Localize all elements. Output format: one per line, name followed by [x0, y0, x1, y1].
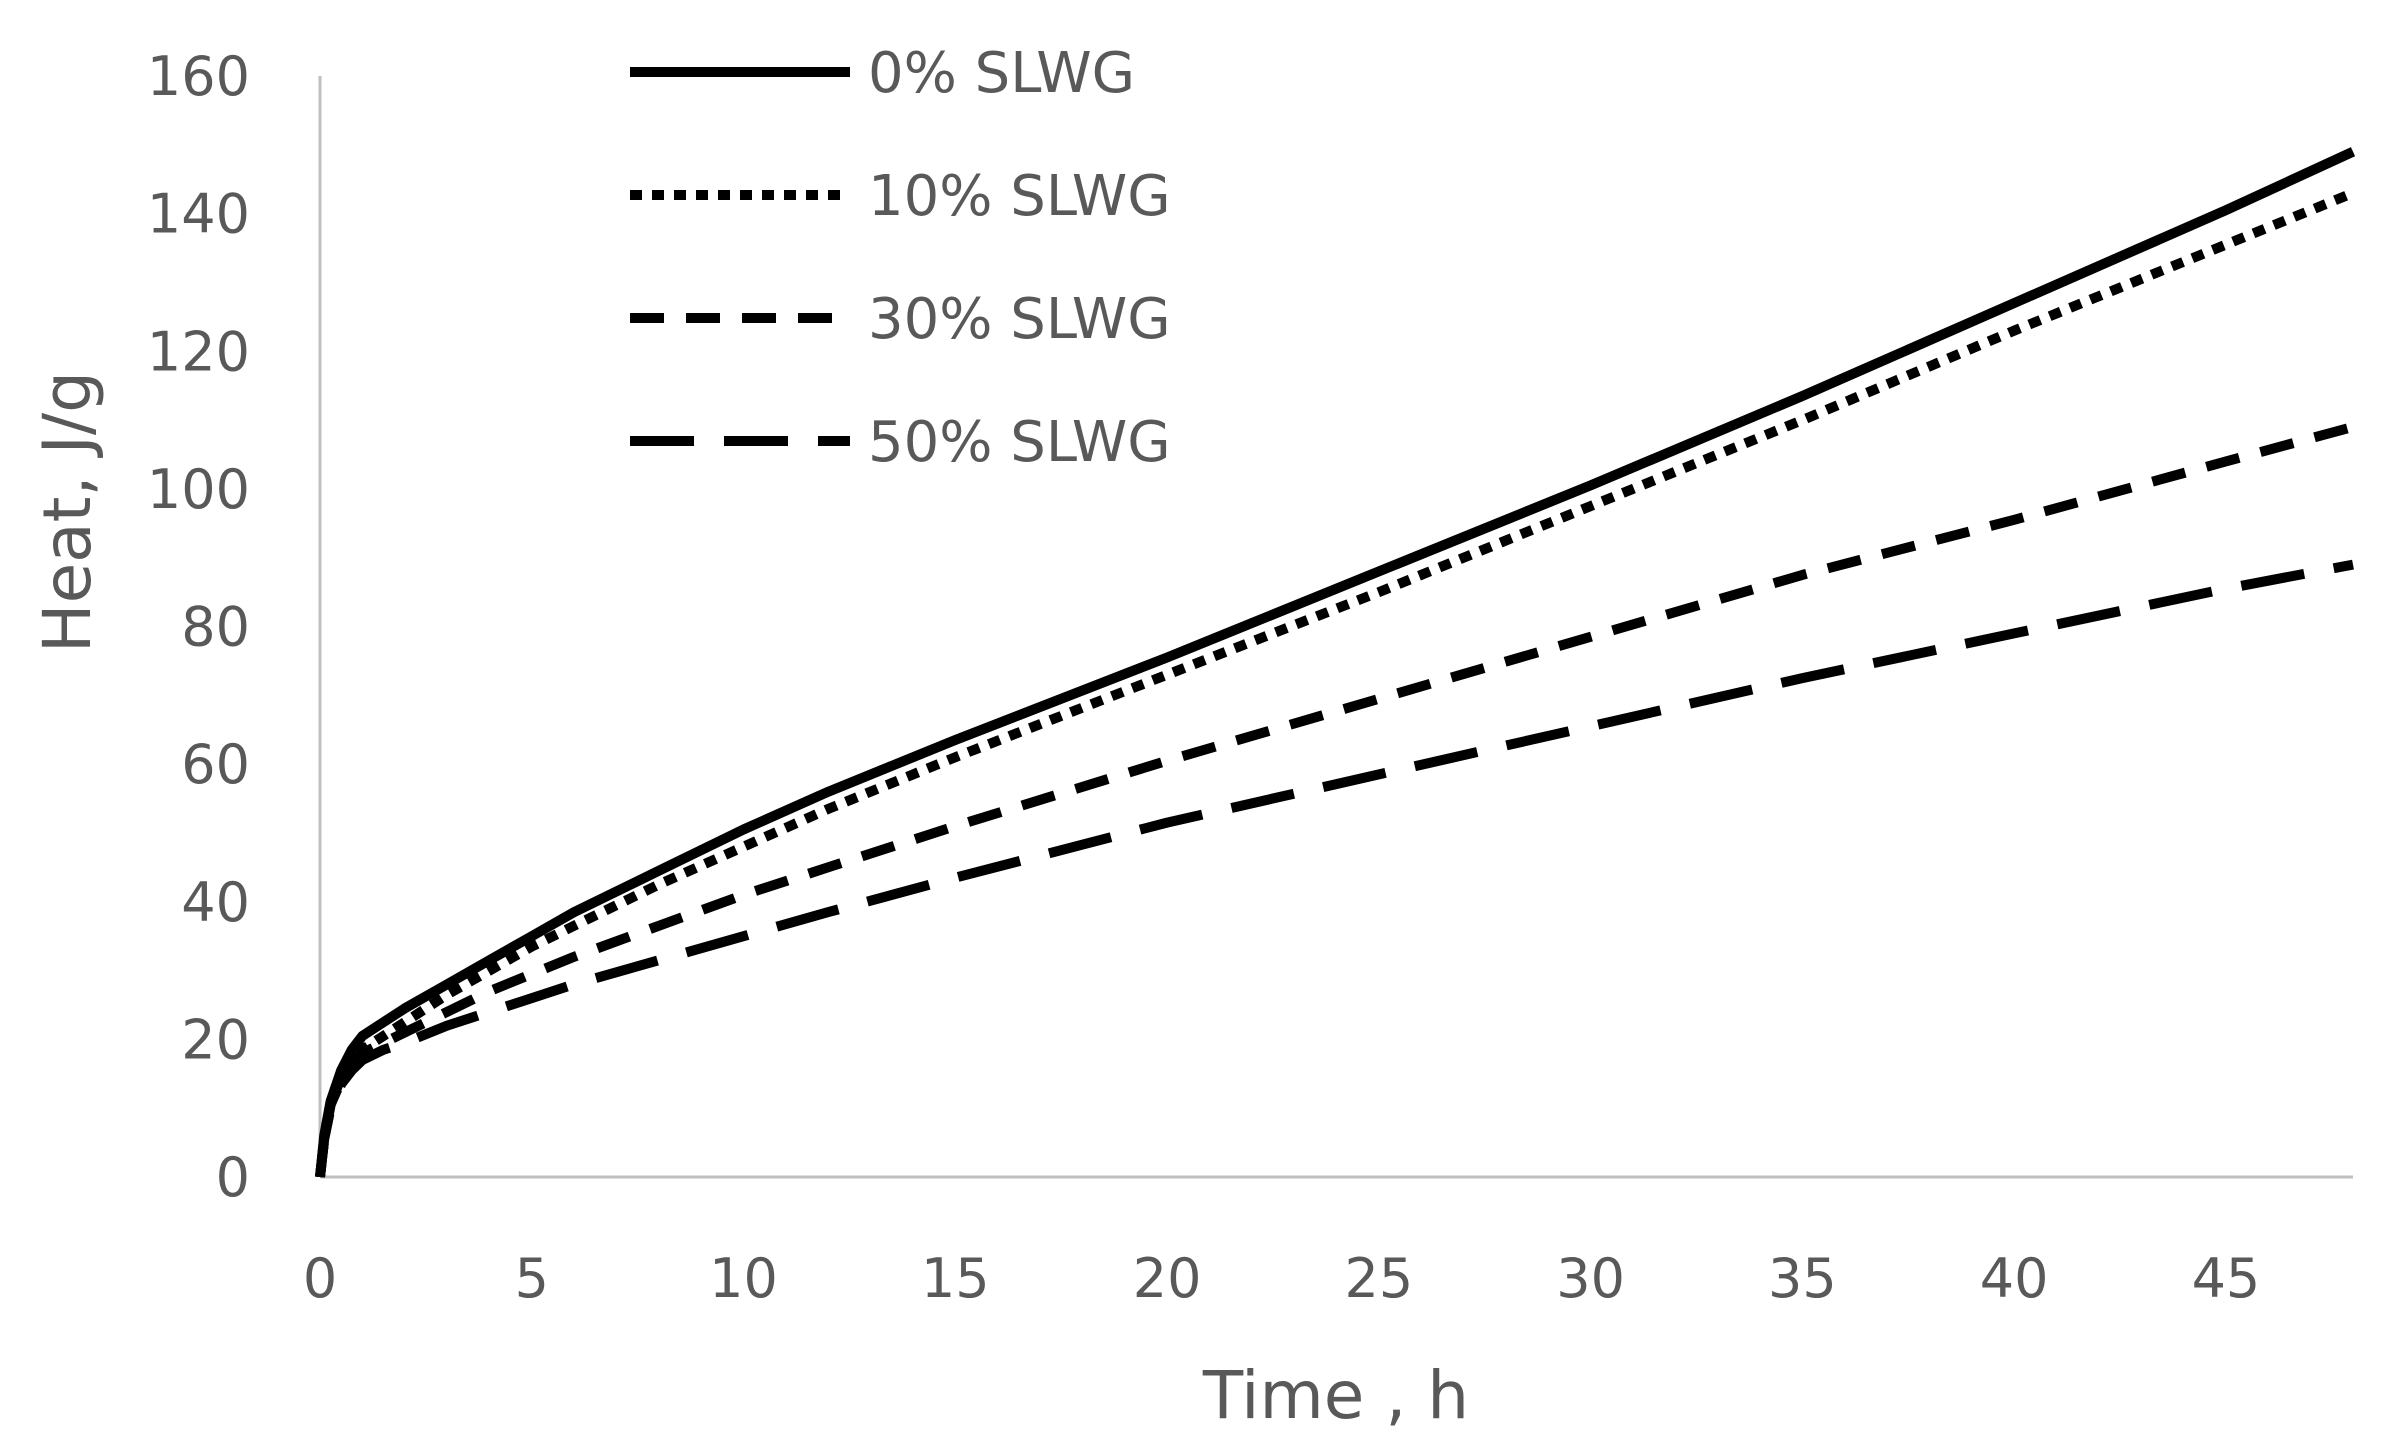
y-tick-label: 120	[147, 320, 250, 383]
legend-label: 0% SLWG	[868, 41, 1135, 106]
y-tick-label: 60	[181, 733, 250, 796]
legend-label: 30% SLWG	[868, 287, 1171, 352]
x-tick-label: 35	[1768, 1247, 1837, 1310]
axes	[318, 76, 2353, 1179]
y-tick-label: 100	[147, 458, 250, 521]
legend: 0% SLWG 10% SLWG 30% SLWG 50% SLWG	[630, 41, 1171, 475]
y-tick-label: 160	[147, 45, 250, 108]
series-line-30-slwg	[315, 422, 2355, 1178]
y-tick-label: 0	[216, 1146, 250, 1209]
series-line-50-slwg	[315, 559, 2354, 1178]
x-tick-labels: 0 5 10 15 20 25 30 35 40 45	[303, 1247, 2260, 1310]
legend-label: 50% SLWG	[868, 410, 1171, 475]
y-tick-label: 20	[181, 1008, 250, 1071]
x-tick-label: 0	[303, 1247, 337, 1310]
y-tick-labels: 0 20 40 60 80 100 120 140 160	[147, 45, 250, 1209]
legend-label: 10% SLWG	[868, 164, 1171, 229]
x-tick-label: 40	[1980, 1247, 2049, 1310]
y-axis-title: Heat, J/g	[29, 371, 106, 653]
series-line-10-slwg	[315, 188, 2355, 1178]
x-axis-title: Time , h	[1202, 1357, 1469, 1434]
y-tick-label: 140	[147, 183, 250, 246]
x-tick-label: 10	[709, 1247, 778, 1310]
x-tick-label: 45	[2192, 1247, 2261, 1310]
series-line-0-slwg	[315, 147, 2356, 1178]
x-tick-label: 30	[1556, 1247, 1625, 1310]
x-tick-label: 20	[1133, 1247, 1202, 1310]
y-tick-label: 80	[181, 596, 250, 659]
x-tick-label: 25	[1344, 1247, 1413, 1310]
series-lines	[315, 147, 2356, 1178]
x-tick-label: 5	[515, 1247, 549, 1310]
y-tick-label: 40	[181, 871, 250, 934]
x-tick-label: 15	[921, 1247, 990, 1310]
